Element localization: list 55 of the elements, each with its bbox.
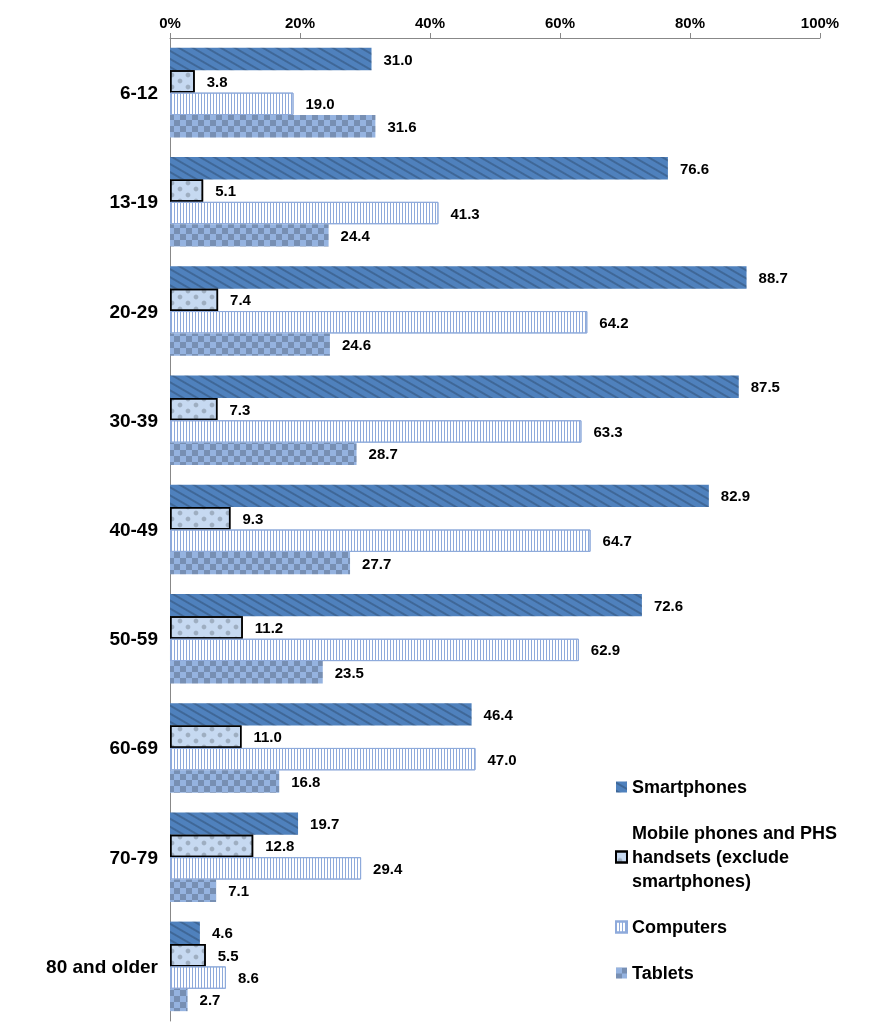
data-label: 47.0 [487, 750, 517, 768]
x-tick-label: 100% [800, 14, 840, 31]
data-label: 12.8 [265, 837, 295, 855]
data-label: 28.7 [368, 445, 398, 463]
y-tick-label: 6-12 [119, 82, 158, 104]
y-tick-label: 50-59 [109, 628, 158, 650]
data-label: 19.0 [305, 95, 335, 113]
data-label: 24.6 [341, 336, 372, 354]
data-label: 7.4 [230, 291, 252, 309]
data-label: 63.3 [593, 422, 623, 440]
legend-label: Computers [632, 917, 728, 937]
data-label: 82.9 [720, 487, 751, 505]
data-label: 64.7 [602, 532, 632, 550]
data-label: 2.7 [199, 991, 221, 1009]
data-label: 87.5 [750, 378, 780, 396]
legend-label: Mobile phones and PHS handsets (exclude smartphones) [632, 823, 843, 891]
data-label: 41.3 [450, 204, 480, 222]
data-label: 7.3 [229, 400, 251, 418]
x-tick-label: 0% [159, 14, 181, 31]
x-tick-label: 60% [544, 14, 576, 31]
data-label: 9.3 [242, 509, 264, 527]
data-label: 8.6 [237, 969, 259, 987]
data-label: 19.7 [310, 815, 340, 833]
y-tick-label: 80 and older [46, 955, 159, 977]
data-label: 29.4 [373, 859, 403, 877]
y-tick-label: 13-19 [109, 191, 158, 213]
data-label: 16.8 [291, 773, 321, 791]
data-label: 31.0 [383, 50, 413, 68]
data-label: 23.5 [334, 663, 364, 681]
legend-label: Smartphones [632, 777, 748, 797]
y-tick-label: 40-49 [109, 519, 158, 540]
y-tick-label: 70-79 [109, 846, 158, 868]
y-tick-label: 30-39 [109, 409, 158, 431]
data-label: 11.2 [254, 619, 284, 637]
x-tick-label: 40% [414, 14, 446, 31]
x-tick-label: 80% [674, 14, 706, 31]
data-label: 62.9 [590, 641, 621, 659]
data-label: 64.2 [599, 313, 629, 331]
data-label: 3.8 [206, 72, 228, 90]
data-label: 76.6 [679, 159, 710, 177]
data-label: 46.4 [483, 705, 514, 723]
y-tick-label: 60-69 [109, 737, 158, 759]
data-label: 24.4 [340, 226, 371, 244]
data-label: 88.7 [758, 268, 788, 286]
data-label: 5.5 [217, 946, 239, 964]
data-label: 31.6 [387, 117, 417, 135]
x-tick-label: 20% [284, 14, 316, 31]
data-label: 7.1 [228, 882, 250, 900]
y-tick-label: 20-29 [109, 300, 158, 322]
data-label: 4.6 [211, 924, 233, 942]
data-label: 5.1 [215, 182, 237, 200]
data-label: 72.6 [653, 596, 684, 614]
data-label: 27.7 [362, 554, 392, 572]
data-label: 11.0 [253, 728, 282, 746]
legend-label: Tablets [632, 963, 694, 983]
